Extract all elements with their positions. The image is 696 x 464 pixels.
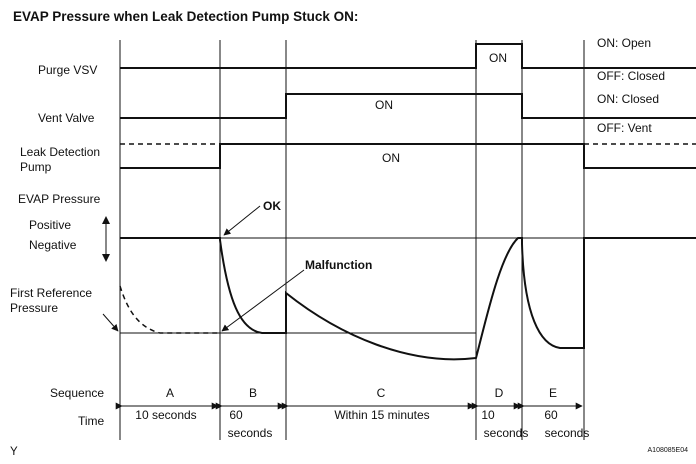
purge-vsv-label: Purge VSV (38, 63, 97, 77)
leak-detection-pump-signal: ON (120, 143, 696, 169)
time-D-line1: 10 (481, 408, 495, 422)
malfunction-annotation: Malfunction (221, 258, 372, 332)
time-D-line2: seconds (484, 426, 529, 440)
segment-boundaries (119, 40, 585, 440)
sequence-label: Sequence (50, 386, 104, 400)
purge-off-closed-label: OFF: Closed (597, 69, 665, 83)
time-C: Within 15 minutes (334, 408, 429, 422)
time-E-line2: seconds (545, 426, 590, 440)
first-reference-label-line1: First Reference (10, 286, 92, 300)
time-A: 10 seconds (135, 408, 196, 422)
sequence-D: D (495, 386, 504, 400)
purge-on-open-label: ON: Open (597, 36, 651, 50)
pressure-direction-arrow (102, 216, 110, 262)
time-E-line1: 60 (544, 408, 558, 422)
pressure-reference-lines (120, 237, 696, 334)
vent-valve-signal: ON (120, 93, 696, 119)
footer-left-mark: Y (10, 446, 18, 458)
evap-pressure-label: EVAP Pressure (18, 192, 101, 206)
vent-on-closed-label: ON: Closed (597, 92, 659, 106)
figure-code: A108085E04 (648, 447, 689, 454)
sequence-A: A (166, 386, 174, 400)
time-label: Time (78, 414, 105, 428)
time-B-line1: 60 (229, 408, 243, 422)
first-reference-label-line2: Pressure (10, 301, 58, 315)
sequence-row: A B C D E (166, 386, 557, 400)
vent-off-vent-label: OFF: Vent (597, 121, 652, 135)
diagram-title: EVAP Pressure when Leak Detection Pump S… (13, 9, 358, 24)
malfunction-label: Malfunction (305, 258, 372, 272)
sequence-C: C (377, 386, 386, 400)
purge-on-label: ON (489, 51, 507, 65)
sequence-E: E (549, 386, 557, 400)
evap-pressure-trace (119, 237, 696, 361)
time-B-line2: seconds (228, 426, 273, 440)
leak-detection-pump-label-line2: Pump (20, 160, 52, 174)
pump-on-label: ON (382, 151, 400, 165)
first-reference-arrow (102, 313, 119, 332)
ok-label: OK (263, 199, 281, 213)
positive-label: Positive (29, 218, 71, 232)
vent-valve-label: Vent Valve (38, 111, 95, 125)
sequence-B: B (249, 386, 257, 400)
ok-annotation: OK (223, 199, 281, 236)
negative-label: Negative (29, 238, 77, 252)
vent-on-label: ON (375, 98, 393, 112)
time-row: 10 seconds 60 seconds Within 15 minutes … (135, 408, 589, 440)
purge-vsv-signal: ON (120, 43, 696, 69)
leak-detection-pump-label-line1: Leak Detection (20, 145, 100, 159)
